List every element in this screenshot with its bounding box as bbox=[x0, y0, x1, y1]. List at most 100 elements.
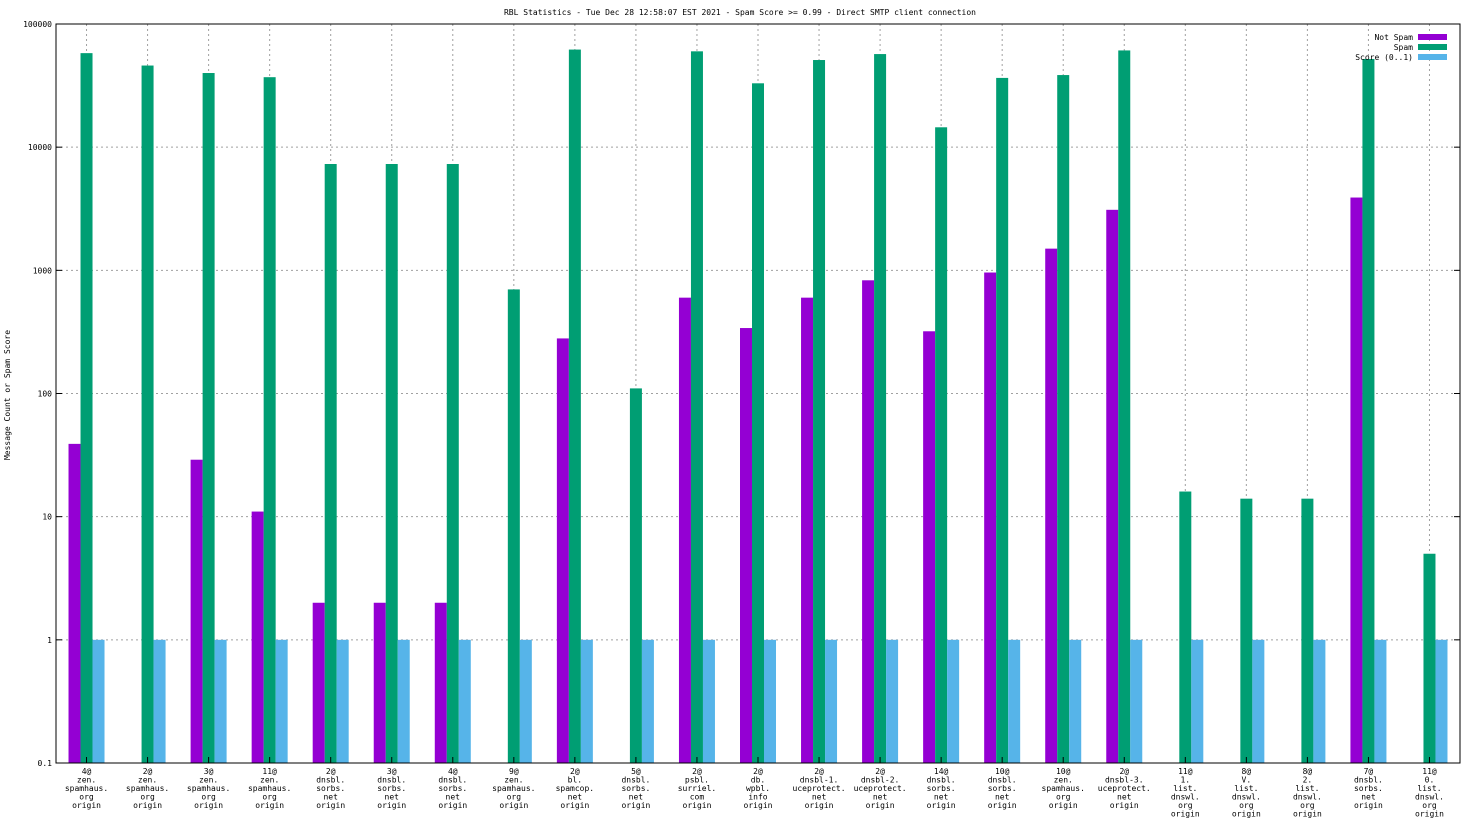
bar-score-0-1 bbox=[641, 639, 654, 763]
x-tick-label: 2@ psbl. surriel. com origin bbox=[678, 767, 717, 810]
legend-swatch bbox=[1418, 34, 1447, 40]
y-tick-label: 1000 bbox=[33, 266, 52, 275]
bar-spam bbox=[507, 289, 520, 763]
y-tick-label: 0.1 bbox=[38, 759, 53, 768]
x-tick-label: 2@ bl. spamcop. net origin bbox=[556, 767, 595, 810]
bar-not-spam bbox=[190, 459, 203, 763]
plot-frame bbox=[55, 23, 1461, 764]
bar-score-0-1 bbox=[1252, 639, 1265, 763]
legend-swatch bbox=[1418, 54, 1447, 60]
x-tick-label: 8@ 2. list. dnswl. org origin bbox=[1293, 767, 1322, 819]
bar-not-spam bbox=[740, 328, 752, 763]
bar-not-spam bbox=[312, 602, 325, 763]
bar-spam bbox=[935, 127, 948, 763]
bar-not-spam bbox=[1350, 197, 1363, 763]
x-tick-label: 11@ 1. list. dnswl. org origin bbox=[1171, 767, 1200, 819]
bar-not-spam bbox=[862, 280, 875, 763]
bar-not-spam bbox=[801, 297, 814, 763]
bar-score-0-1 bbox=[397, 639, 410, 763]
bar-score-0-1 bbox=[1374, 639, 1387, 763]
bar-score-0-1 bbox=[275, 639, 288, 763]
x-tick-label: 9@ zen. spamhaus. org origin bbox=[492, 767, 535, 810]
x-tick-label: 2@ dnsbl. sorbs. net origin bbox=[316, 767, 345, 810]
bar-spam bbox=[446, 164, 459, 763]
bar-score-0-1 bbox=[336, 639, 349, 763]
bar-score-0-1 bbox=[1435, 639, 1448, 763]
bar-score-0-1 bbox=[580, 639, 593, 763]
bar-not-spam bbox=[251, 511, 264, 763]
bar-not-spam bbox=[556, 338, 569, 763]
legend-label: Not Spam bbox=[1374, 33, 1413, 42]
bar-spam bbox=[874, 54, 887, 764]
bar-spam bbox=[1301, 498, 1314, 763]
bar-spam bbox=[1362, 58, 1375, 763]
bar-spam bbox=[263, 77, 276, 763]
legend-label: Score (0..1) bbox=[1355, 53, 1413, 62]
x-tick-label: 3@ dnsbl. sorbs. net origin bbox=[377, 767, 406, 810]
bar-spam bbox=[1423, 553, 1436, 763]
x-tick-label: 14@ dnsbl. sorbs. net origin bbox=[927, 767, 956, 810]
bar-spam bbox=[568, 49, 581, 763]
bar-spam bbox=[1057, 75, 1070, 763]
x-tick-label: 2@ db. wpbl. info origin bbox=[744, 767, 773, 810]
bar-not-spam bbox=[1045, 248, 1058, 763]
bar-score-0-1 bbox=[825, 639, 838, 763]
bar-score-0-1 bbox=[214, 639, 227, 763]
y-tick-label: 10 bbox=[42, 513, 52, 522]
x-tick-label: 4@ dnsbl. sorbs. net origin bbox=[438, 767, 467, 810]
y-tick-label: 100 bbox=[38, 390, 53, 399]
bar-score-0-1 bbox=[947, 639, 960, 763]
bar-score-0-1 bbox=[702, 639, 715, 763]
bar-not-spam bbox=[1106, 209, 1119, 763]
bar-spam bbox=[1179, 491, 1192, 763]
chart-title: RBL Statistics - Tue Dec 28 12:58:07 EST… bbox=[504, 8, 976, 17]
bar-score-0-1 bbox=[1191, 639, 1204, 763]
legend-swatch bbox=[1418, 44, 1447, 50]
y-tick-label: 1 bbox=[47, 636, 52, 645]
x-tick-label: 10@ zen. spamhaus. org origin bbox=[1042, 767, 1085, 810]
x-tick-label: 8@ V. list. dnswl. org origin bbox=[1232, 767, 1261, 819]
y-axis-label: Message Count or Spam Score bbox=[3, 330, 12, 460]
bar-score-0-1 bbox=[1130, 639, 1143, 763]
bar-score-0-1 bbox=[1313, 639, 1326, 763]
bar-spam bbox=[80, 53, 93, 763]
bar-spam bbox=[1118, 50, 1131, 764]
x-tick-label: 2@ dnsbl-3. uceprotect. net origin bbox=[1098, 767, 1151, 810]
bar-spam bbox=[1240, 498, 1253, 763]
bar-not-spam bbox=[68, 443, 81, 763]
bar-score-0-1 bbox=[1008, 639, 1021, 763]
x-tick-label: 2@ dnsbl-2. uceprotect. net origin bbox=[854, 767, 907, 810]
x-tick-label: 7@ dnsbl. sorbs. net origin bbox=[1354, 767, 1383, 810]
y-tick-label: 100000 bbox=[23, 20, 52, 29]
bar-not-spam bbox=[434, 602, 447, 763]
x-tick-label: 2@ dnsbl-1. uceprotect. net origin bbox=[793, 767, 846, 810]
bar-not-spam bbox=[373, 602, 386, 763]
bar-not-spam bbox=[678, 297, 691, 763]
bar-score-0-1 bbox=[92, 639, 105, 763]
bars bbox=[68, 49, 1448, 764]
y-tick-label: 10000 bbox=[28, 143, 52, 152]
x-tick-label: 3@ zen. spamhaus. org origin bbox=[187, 767, 230, 810]
bar-spam bbox=[752, 83, 764, 763]
bar-score-0-1 bbox=[153, 639, 166, 763]
x-tick-label: 5@ dnsbl. sorbs. net origin bbox=[621, 767, 650, 810]
bar-spam bbox=[996, 77, 1009, 763]
bar-score-0-1 bbox=[458, 639, 471, 763]
bar-spam bbox=[141, 65, 154, 764]
bar-score-0-1 bbox=[764, 639, 776, 763]
bar-spam bbox=[690, 51, 703, 764]
bar-spam bbox=[629, 388, 642, 763]
bar-spam bbox=[813, 60, 826, 764]
x-tick-label: 11@ zen. spamhaus. org origin bbox=[248, 767, 291, 810]
bar-score-0-1 bbox=[1069, 639, 1082, 763]
legend-label: Spam bbox=[1394, 43, 1413, 52]
x-tick-label: 11@ 0. list. dnswl. org origin bbox=[1415, 767, 1444, 819]
bar-spam bbox=[324, 164, 337, 763]
bar-not-spam bbox=[923, 331, 936, 763]
bar-spam bbox=[385, 164, 398, 763]
x-tick-labels: 4@ zen. spamhaus. org origin 2@ zen. spamhaus. o… bbox=[65, 757, 1444, 819]
x-tick-label: 4@ zen. spamhaus. org origin bbox=[65, 767, 108, 810]
bar-spam bbox=[202, 73, 215, 764]
